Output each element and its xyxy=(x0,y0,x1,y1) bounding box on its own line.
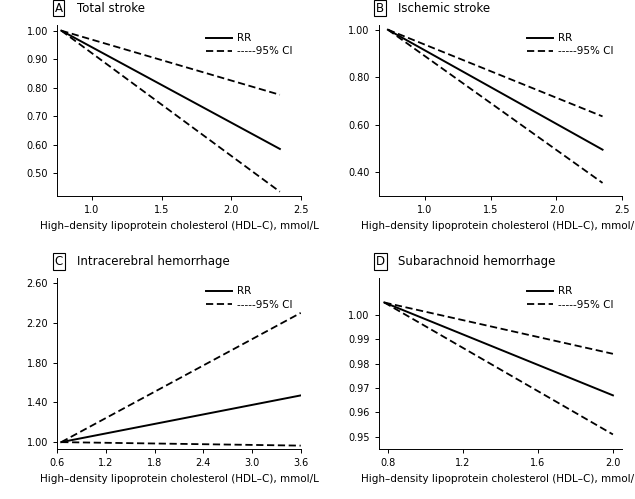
Text: Ischemic stroke: Ischemic stroke xyxy=(398,1,490,14)
Text: Intracerebral hemorrhage: Intracerebral hemorrhage xyxy=(77,255,229,268)
X-axis label: High–density lipoprotein cholesterol (HDL–C), mmol/L: High–density lipoprotein cholesterol (HD… xyxy=(361,221,635,231)
Text: C: C xyxy=(55,255,63,268)
Legend: RR, -----95% CI: RR, -----95% CI xyxy=(203,30,295,59)
Legend: RR, -----95% CI: RR, -----95% CI xyxy=(203,283,295,313)
X-axis label: High–density lipoprotein cholesterol (HDL–C), mmol/L: High–density lipoprotein cholesterol (HD… xyxy=(361,474,635,484)
Text: B: B xyxy=(377,1,384,14)
Text: Subarachnoid hemorrhage: Subarachnoid hemorrhage xyxy=(398,255,556,268)
Text: D: D xyxy=(377,255,385,268)
Text: Total stroke: Total stroke xyxy=(77,1,145,14)
Legend: RR, -----95% CI: RR, -----95% CI xyxy=(524,30,617,59)
X-axis label: High–density lipoprotein cholesterol (HDL–C), mmol/L: High–density lipoprotein cholesterol (HD… xyxy=(39,474,318,484)
Legend: RR, -----95% CI: RR, -----95% CI xyxy=(524,283,617,313)
X-axis label: High–density lipoprotein cholesterol (HDL–C), mmol/L: High–density lipoprotein cholesterol (HD… xyxy=(39,221,318,231)
Text: A: A xyxy=(55,1,63,14)
